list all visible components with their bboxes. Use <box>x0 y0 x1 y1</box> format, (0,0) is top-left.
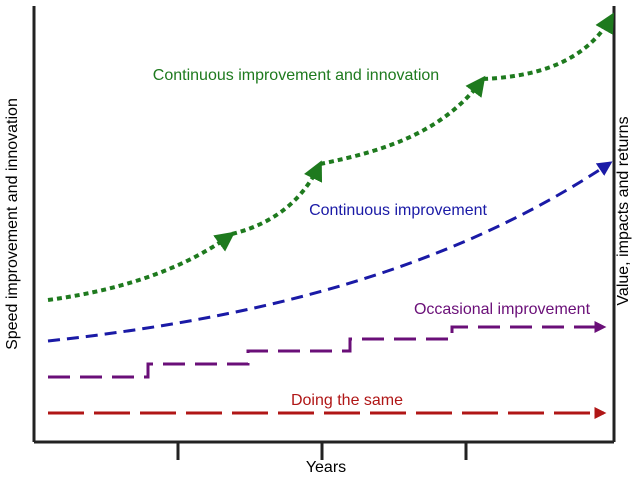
innovation-segment-2 <box>231 160 323 236</box>
curve-occasional-improvement: Occasional improvement <box>48 301 607 379</box>
axes-frame <box>32 6 616 460</box>
curve-doing-the-same: Doing the same <box>48 392 607 419</box>
doing-the-same-label: Doing the same <box>291 392 403 409</box>
x-axis-title: Years <box>306 459 346 476</box>
continuous-improvement-label: Continuous improvement <box>309 202 487 219</box>
occasional-improvement-label: Occasional improvement <box>414 301 591 318</box>
left-axis-title: Speed improvement and innovation <box>4 98 21 350</box>
innovation-segment-4 <box>482 12 614 81</box>
curve-continuous-improvement: Continuous improvement <box>47 161 613 343</box>
innovation-label: Continuous improvement and innovation <box>153 67 439 84</box>
occasional-improvement-line <box>48 321 607 379</box>
innovation-segment-1 <box>47 231 236 302</box>
right-axis-title: Value, impacts and returns <box>615 116 632 305</box>
curve-continuous-improvement-and-innovation: Continuous improvement and innovation <box>47 12 614 302</box>
continuous-improvement-line <box>47 161 613 343</box>
innovation-segment-3 <box>319 75 486 166</box>
